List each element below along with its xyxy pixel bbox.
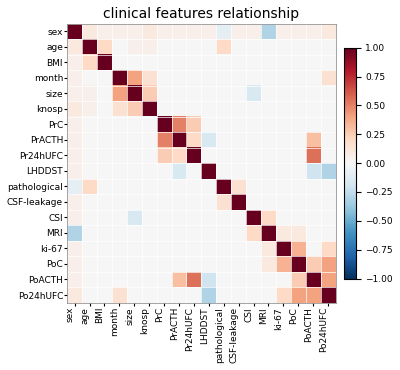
Title: clinical features relationship: clinical features relationship <box>103 7 300 21</box>
